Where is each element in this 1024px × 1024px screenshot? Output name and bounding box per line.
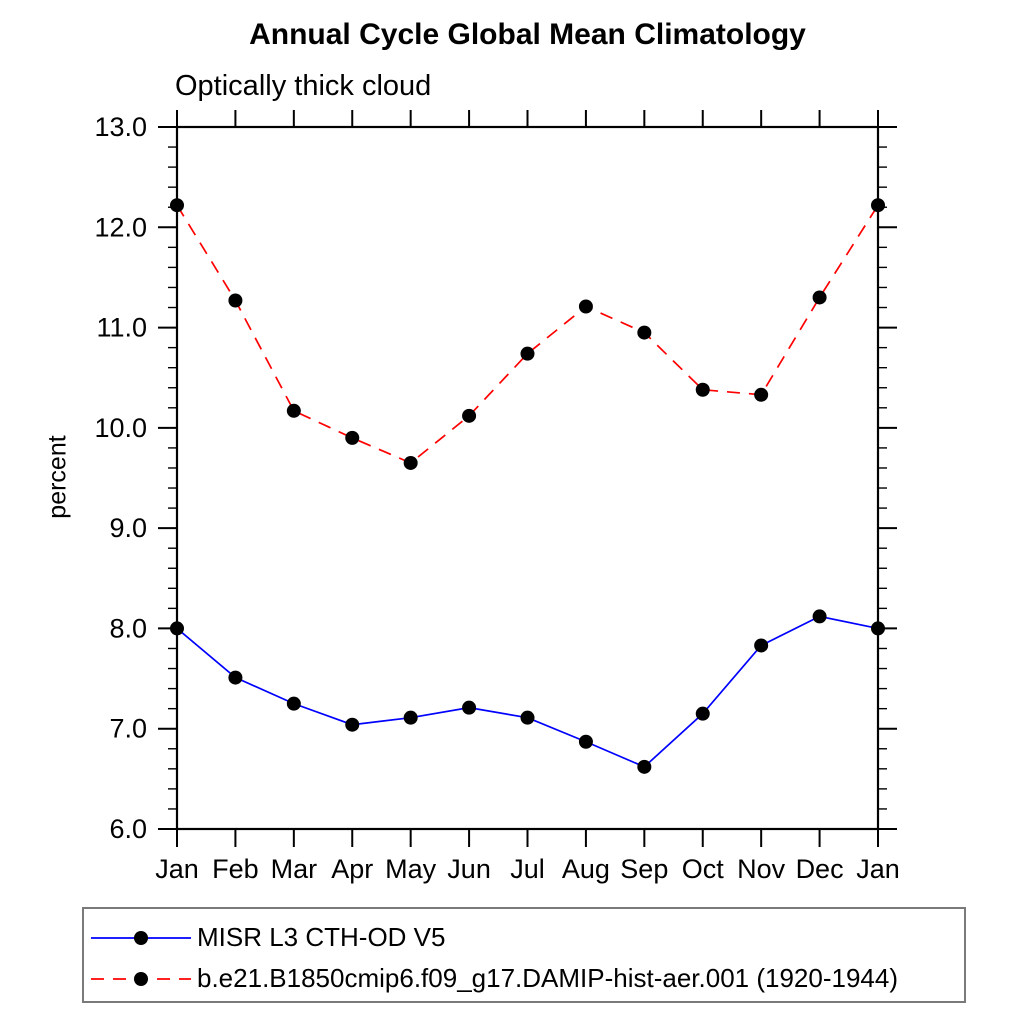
data-point-marker-s1 bbox=[345, 430, 360, 445]
data-point-marker-s1 bbox=[462, 408, 477, 423]
data-point-marker-s1 bbox=[578, 299, 593, 314]
x-tick-label: Oct bbox=[682, 854, 725, 884]
data-point-marker-s1 bbox=[403, 455, 418, 470]
x-tick-label: Jul bbox=[510, 854, 545, 884]
data-point-marker-s0 bbox=[578, 734, 593, 749]
legend-line-sample-dashed bbox=[91, 971, 191, 986]
y-tick-label: 6.0 bbox=[109, 814, 147, 844]
series-line-0 bbox=[176, 615, 879, 768]
y-tick-label: 12.0 bbox=[94, 212, 147, 242]
data-point-marker-s0 bbox=[637, 759, 652, 774]
data-point-marker-s0 bbox=[754, 638, 769, 653]
x-tick-label: Aug bbox=[562, 854, 610, 884]
data-point-marker-s0 bbox=[462, 700, 477, 715]
x-tick-label: Mar bbox=[271, 854, 318, 884]
chart-subtitle: Optically thick cloud bbox=[175, 70, 432, 102]
x-tick-label: Jan bbox=[155, 854, 199, 884]
legend-label: MISR L3 CTH-OD V5 bbox=[197, 922, 446, 952]
x-tick-label: Sep bbox=[620, 854, 668, 884]
data-point-marker-s1 bbox=[286, 403, 301, 418]
x-tick-label: Nov bbox=[737, 854, 786, 884]
data-point-marker-s0 bbox=[520, 710, 535, 725]
data-point-marker-s1 bbox=[228, 293, 243, 308]
y-tick-label: 10.0 bbox=[94, 413, 147, 443]
series-line-1 bbox=[176, 204, 879, 464]
legend: MISR L3 CTH-OD V5 b.e21.B1850cmip6.f09_g… bbox=[82, 907, 966, 1003]
y-tick-label: 13.0 bbox=[94, 112, 147, 142]
chart-title: Annual Cycle Global Mean Climatology bbox=[249, 18, 806, 51]
data-point-marker-s0 bbox=[403, 710, 418, 725]
y-tick-label: 9.0 bbox=[109, 513, 147, 543]
legend-item-misr: MISR L3 CTH-OD V5 bbox=[88, 917, 964, 958]
y-tick-label: 11.0 bbox=[96, 313, 147, 343]
legend-item-model: b.e21.B1850cmip6.f09_g17.DAMIP-hist-aer.… bbox=[88, 958, 964, 999]
data-point-marker-s1 bbox=[695, 382, 710, 397]
x-tick-label: Jun bbox=[447, 854, 491, 884]
data-point-marker-s0 bbox=[812, 609, 827, 624]
data-point-marker-s1 bbox=[520, 346, 535, 361]
y-tick-label: 8.0 bbox=[109, 613, 147, 643]
x-tick-label: May bbox=[385, 854, 437, 884]
y-tick-label: 7.0 bbox=[109, 714, 147, 744]
x-tick-label: Dec bbox=[796, 854, 844, 884]
plot-frame bbox=[175, 125, 880, 831]
data-point-marker-s1 bbox=[637, 325, 652, 340]
data-point-marker-s1 bbox=[871, 198, 885, 213]
legend-label: b.e21.B1850cmip6.f09_g17.DAMIP-hist-aer.… bbox=[197, 963, 898, 993]
data-point-marker-s1 bbox=[170, 198, 184, 213]
data-point-marker-s0 bbox=[228, 670, 243, 685]
data-point-marker-s0 bbox=[871, 621, 885, 636]
data-point-marker-s1 bbox=[754, 387, 769, 402]
x-tick-label: Apr bbox=[331, 854, 373, 884]
data-point-marker-s0 bbox=[170, 621, 184, 636]
data-point-marker-s0 bbox=[695, 706, 710, 721]
data-point-marker-s0 bbox=[286, 696, 301, 711]
x-tick-label: Jan bbox=[856, 854, 900, 884]
data-point-marker-s0 bbox=[345, 717, 360, 732]
x-tick-label: Feb bbox=[212, 854, 259, 884]
legend-line-sample-solid bbox=[91, 930, 191, 945]
data-point-marker-s1 bbox=[812, 290, 827, 305]
